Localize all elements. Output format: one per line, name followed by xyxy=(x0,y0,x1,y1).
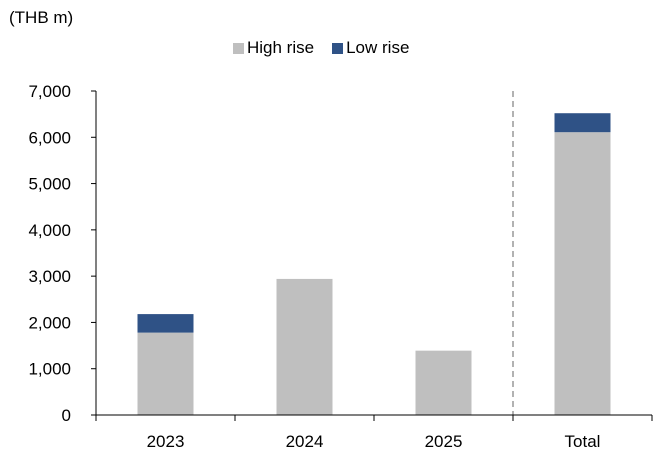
legend: High rise Low rise xyxy=(233,38,427,58)
bar-high-rise-2025 xyxy=(415,350,472,415)
y-tick-label: 7,000 xyxy=(28,82,71,101)
bar-high-rise-2023 xyxy=(137,332,194,415)
y-tick-label: 1,000 xyxy=(28,360,71,379)
legend-swatch-high-rise xyxy=(233,42,244,54)
y-tick-label: 4,000 xyxy=(28,221,71,240)
x-tick-label: 2025 xyxy=(425,432,463,451)
x-tick-label: Total xyxy=(565,432,601,451)
legend-item-high-rise: High rise xyxy=(233,38,314,58)
y-tick-label: 2,000 xyxy=(28,313,71,332)
y-unit-label: (THB m) xyxy=(9,8,74,27)
y-tick-label: 6,000 xyxy=(28,128,71,147)
y-tick-label: 3,000 xyxy=(28,267,71,286)
legend-swatch-low-rise xyxy=(332,42,344,54)
bar-low-rise-2023 xyxy=(137,314,194,333)
bar-high-rise-total xyxy=(554,132,611,416)
legend-item-low-rise: Low rise xyxy=(332,38,409,58)
legend-label-low-rise: Low rise xyxy=(346,38,410,57)
y-tick-label: 0 xyxy=(62,406,71,425)
bar-high-rise-2024 xyxy=(276,278,333,415)
x-tick-label: 2023 xyxy=(147,432,185,451)
x-tick-label: 2024 xyxy=(286,432,324,451)
bar-low-rise-total xyxy=(554,113,611,133)
y-tick-label: 5,000 xyxy=(28,175,71,194)
legend-label-high-rise: High rise xyxy=(247,38,315,57)
